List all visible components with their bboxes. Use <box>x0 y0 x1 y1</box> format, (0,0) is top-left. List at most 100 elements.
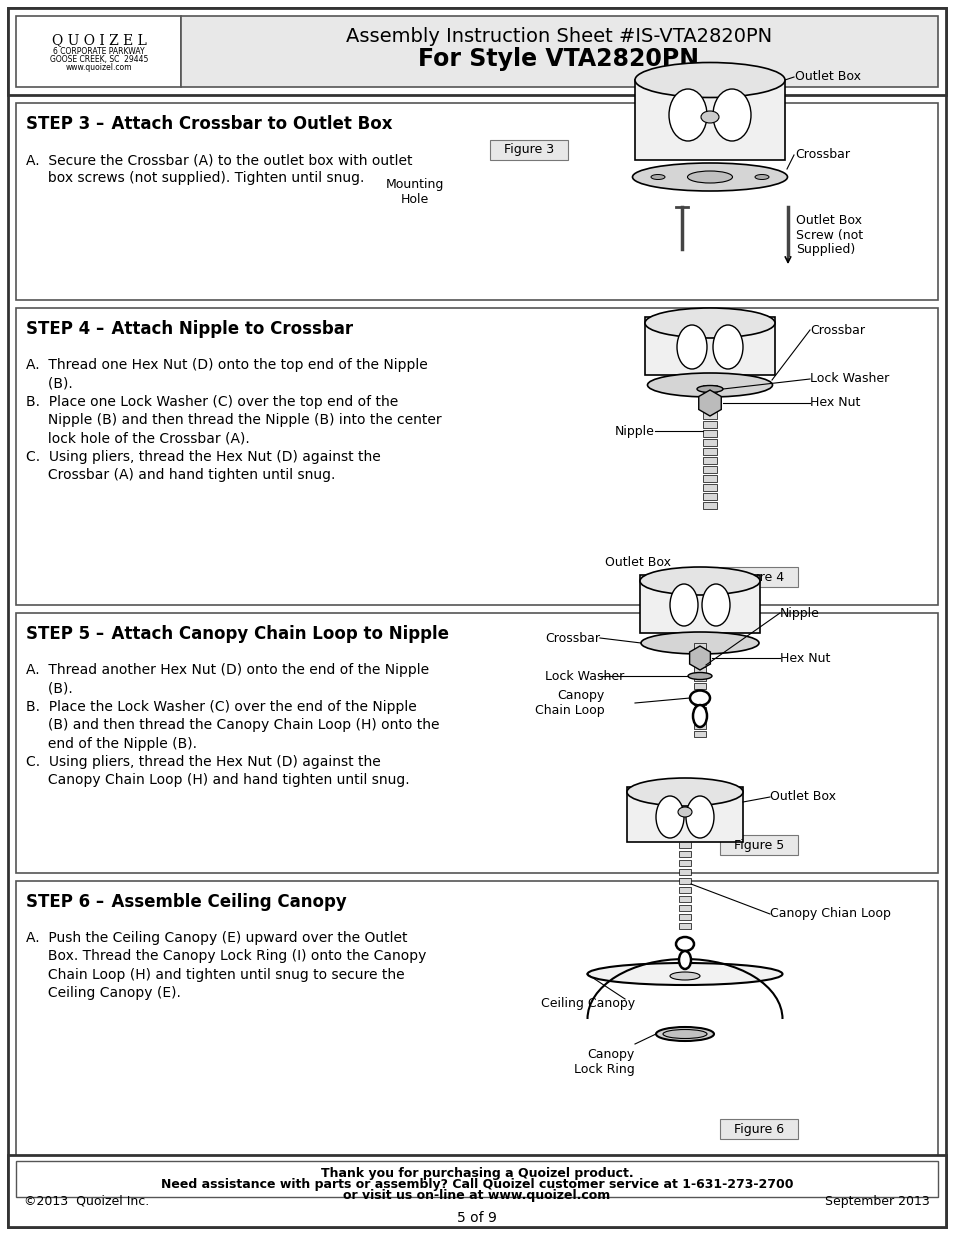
Bar <box>720 835 797 855</box>
Ellipse shape <box>685 797 713 839</box>
Ellipse shape <box>676 937 693 951</box>
Ellipse shape <box>687 673 711 679</box>
Bar <box>679 897 690 902</box>
Bar <box>702 484 717 492</box>
Text: Outlet Box: Outlet Box <box>604 557 670 569</box>
Text: For Style VTA2820PN: For Style VTA2820PN <box>418 47 699 70</box>
Bar <box>693 706 705 713</box>
Text: A.  Thread one Hex Nut (D) onto the top end of the Nipple
     (B).
B.  Place on: A. Thread one Hex Nut (D) onto the top e… <box>26 358 441 483</box>
Ellipse shape <box>677 325 706 369</box>
Text: Thank you for purchasing a Quoizel product.: Thank you for purchasing a Quoizel produ… <box>320 1167 633 1179</box>
Text: Outlet Box: Outlet Box <box>769 790 835 804</box>
Bar <box>8 1155 945 1228</box>
Text: Assemble Ceiling Canopy: Assemble Ceiling Canopy <box>100 893 346 911</box>
Ellipse shape <box>635 63 784 98</box>
Ellipse shape <box>587 963 781 986</box>
Bar <box>679 842 690 848</box>
Text: A.  Secure the Crossbar (A) to the outlet box with outlet
     box screws (not s: A. Secure the Crossbar (A) to the outlet… <box>26 153 412 185</box>
Bar <box>702 394 717 401</box>
Ellipse shape <box>679 951 690 969</box>
Ellipse shape <box>754 174 768 179</box>
Bar <box>679 905 690 911</box>
Text: Attach Crossbar to Outlet Box: Attach Crossbar to Outlet Box <box>100 115 392 133</box>
Bar <box>693 722 705 729</box>
Ellipse shape <box>647 373 772 396</box>
Ellipse shape <box>669 584 698 626</box>
Bar <box>702 493 717 500</box>
Text: STEP 5 –: STEP 5 – <box>26 625 104 643</box>
Text: ©2013  Quoizel Inc.: ©2013 Quoizel Inc. <box>24 1195 149 1208</box>
Bar <box>720 567 797 587</box>
Ellipse shape <box>700 111 719 124</box>
Bar <box>693 667 705 673</box>
Bar <box>702 466 717 473</box>
Text: Assembly Instruction Sheet #IS-VTA2820PN: Assembly Instruction Sheet #IS-VTA2820PN <box>346 27 771 46</box>
Bar <box>679 860 690 866</box>
Bar <box>679 914 690 920</box>
Ellipse shape <box>712 89 750 141</box>
Text: Canopy
Lock Ring: Canopy Lock Ring <box>574 1049 635 1076</box>
Ellipse shape <box>656 797 683 839</box>
Ellipse shape <box>632 163 786 191</box>
Bar <box>16 1161 937 1197</box>
Text: Nipple: Nipple <box>780 606 819 620</box>
Ellipse shape <box>697 385 722 393</box>
Ellipse shape <box>640 632 759 655</box>
Text: Lock Washer: Lock Washer <box>544 669 623 683</box>
Bar <box>8 7 945 95</box>
Bar <box>679 851 690 857</box>
Text: Lock Washer: Lock Washer <box>809 373 888 385</box>
Text: Need assistance with parts or assembly? Call Quoizel customer service at 1-631-2: Need assistance with parts or assembly? … <box>161 1178 792 1191</box>
Bar <box>693 692 705 697</box>
Bar <box>693 676 705 680</box>
Ellipse shape <box>668 89 706 141</box>
Text: Outlet Box: Outlet Box <box>794 70 861 84</box>
Ellipse shape <box>701 584 729 626</box>
Bar <box>626 787 742 842</box>
Text: Figure 3: Figure 3 <box>503 143 554 157</box>
Ellipse shape <box>626 778 742 806</box>
Text: Crossbar: Crossbar <box>809 324 864 336</box>
Bar <box>679 923 690 929</box>
Bar <box>693 715 705 721</box>
Text: 5 of 9: 5 of 9 <box>456 1212 497 1225</box>
Text: or visit us on-line at www.quoizel.com: or visit us on-line at www.quoizel.com <box>343 1189 610 1202</box>
Bar <box>702 457 717 464</box>
Bar <box>702 403 717 410</box>
Bar <box>16 881 937 1157</box>
Bar <box>490 140 567 161</box>
Bar <box>702 421 717 429</box>
Ellipse shape <box>678 806 691 818</box>
Ellipse shape <box>712 325 742 369</box>
Bar <box>693 651 705 657</box>
Text: A.  Thread another Hex Nut (D) onto the end of the Nipple
     (B).
B.  Place th: A. Thread another Hex Nut (D) onto the e… <box>26 663 439 788</box>
Bar <box>16 613 937 873</box>
Ellipse shape <box>687 170 732 183</box>
Bar <box>702 475 717 482</box>
Text: Nipple: Nipple <box>615 425 655 437</box>
Bar <box>702 438 717 446</box>
Bar <box>679 887 690 893</box>
Text: Mounting
Hole: Mounting Hole <box>385 178 444 206</box>
Ellipse shape <box>689 690 709 705</box>
Text: Ceiling Canopy: Ceiling Canopy <box>540 998 635 1010</box>
Text: Figure 5: Figure 5 <box>733 839 783 851</box>
Bar <box>693 659 705 664</box>
Text: STEP 3 –: STEP 3 – <box>26 115 104 133</box>
Text: www.quoizel.com: www.quoizel.com <box>66 63 132 72</box>
Ellipse shape <box>639 567 760 595</box>
Ellipse shape <box>669 972 700 981</box>
Text: September 2013: September 2013 <box>824 1195 929 1208</box>
Bar <box>635 80 784 161</box>
Bar <box>693 699 705 705</box>
Text: Attach Canopy Chain Loop to Nipple: Attach Canopy Chain Loop to Nipple <box>100 625 449 643</box>
Bar <box>702 385 717 391</box>
Text: GOOSE CREEK, SC  29445: GOOSE CREEK, SC 29445 <box>50 56 148 64</box>
Text: Hex Nut: Hex Nut <box>809 396 860 410</box>
Text: Figure 4: Figure 4 <box>733 571 783 583</box>
Text: 6 CORPORATE PARKWAY: 6 CORPORATE PARKWAY <box>53 47 145 56</box>
Ellipse shape <box>650 174 664 179</box>
Bar <box>693 643 705 650</box>
Text: STEP 6 –: STEP 6 – <box>26 893 104 911</box>
Bar <box>679 878 690 884</box>
